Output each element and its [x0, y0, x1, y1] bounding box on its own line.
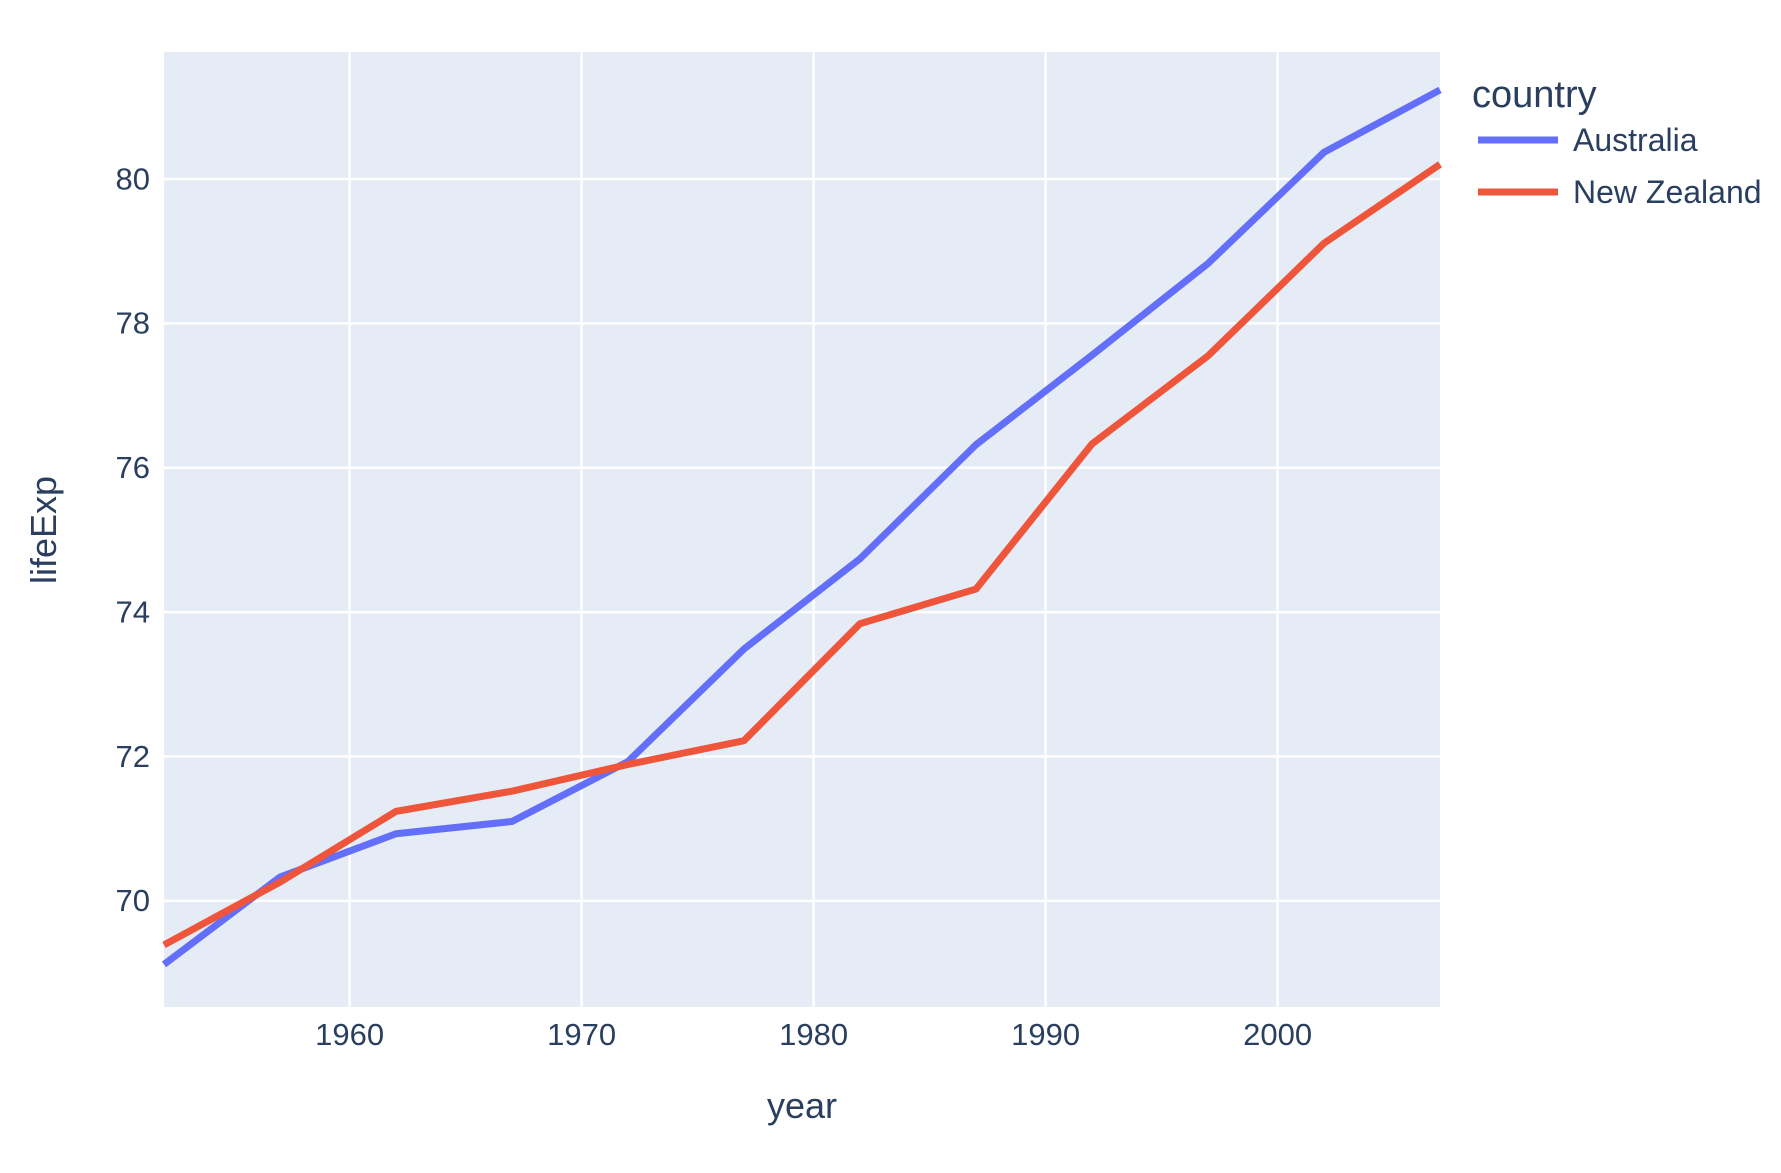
legend: country Australia New Zealand [1472, 74, 1762, 210]
y-tick-label: 70 [116, 883, 150, 918]
x-tick-label: 1970 [547, 1017, 616, 1052]
series-lines [161, 86, 1442, 968]
legend-items: Australia New Zealand [1478, 122, 1762, 210]
y-tick-label: 76 [116, 450, 150, 485]
x-tick-label: 1960 [315, 1017, 384, 1052]
x-tick-label: 2000 [1243, 1017, 1312, 1052]
series-line-new-zealand[interactable] [162, 161, 1442, 948]
legend-item[interactable]: Australia [1478, 122, 1698, 158]
x-tick-label: 1980 [779, 1017, 848, 1052]
legend-item-label: Australia [1573, 122, 1698, 158]
plot-area[interactable] [164, 52, 1440, 1007]
x-axis-title: year [767, 1085, 837, 1126]
y-axis-tick-labels: 70 72 74 76 78 80 [116, 161, 150, 918]
series-line-australia[interactable] [161, 86, 1442, 968]
legend-item[interactable]: New Zealand [1478, 174, 1762, 210]
y-tick-label: 80 [116, 161, 150, 196]
x-tick-label: 1990 [1011, 1017, 1080, 1052]
y-tick-label: 78 [116, 306, 150, 341]
legend-item-label: New Zealand [1573, 174, 1762, 210]
x-axis-tick-labels: 1960 1970 1980 1990 2000 [315, 1017, 1312, 1052]
legend-title: country [1472, 74, 1597, 116]
y-axis-title: lifeExp [23, 476, 64, 584]
gridlines [164, 52, 1440, 1007]
y-tick-label: 72 [116, 739, 150, 774]
y-tick-label: 74 [116, 594, 150, 629]
